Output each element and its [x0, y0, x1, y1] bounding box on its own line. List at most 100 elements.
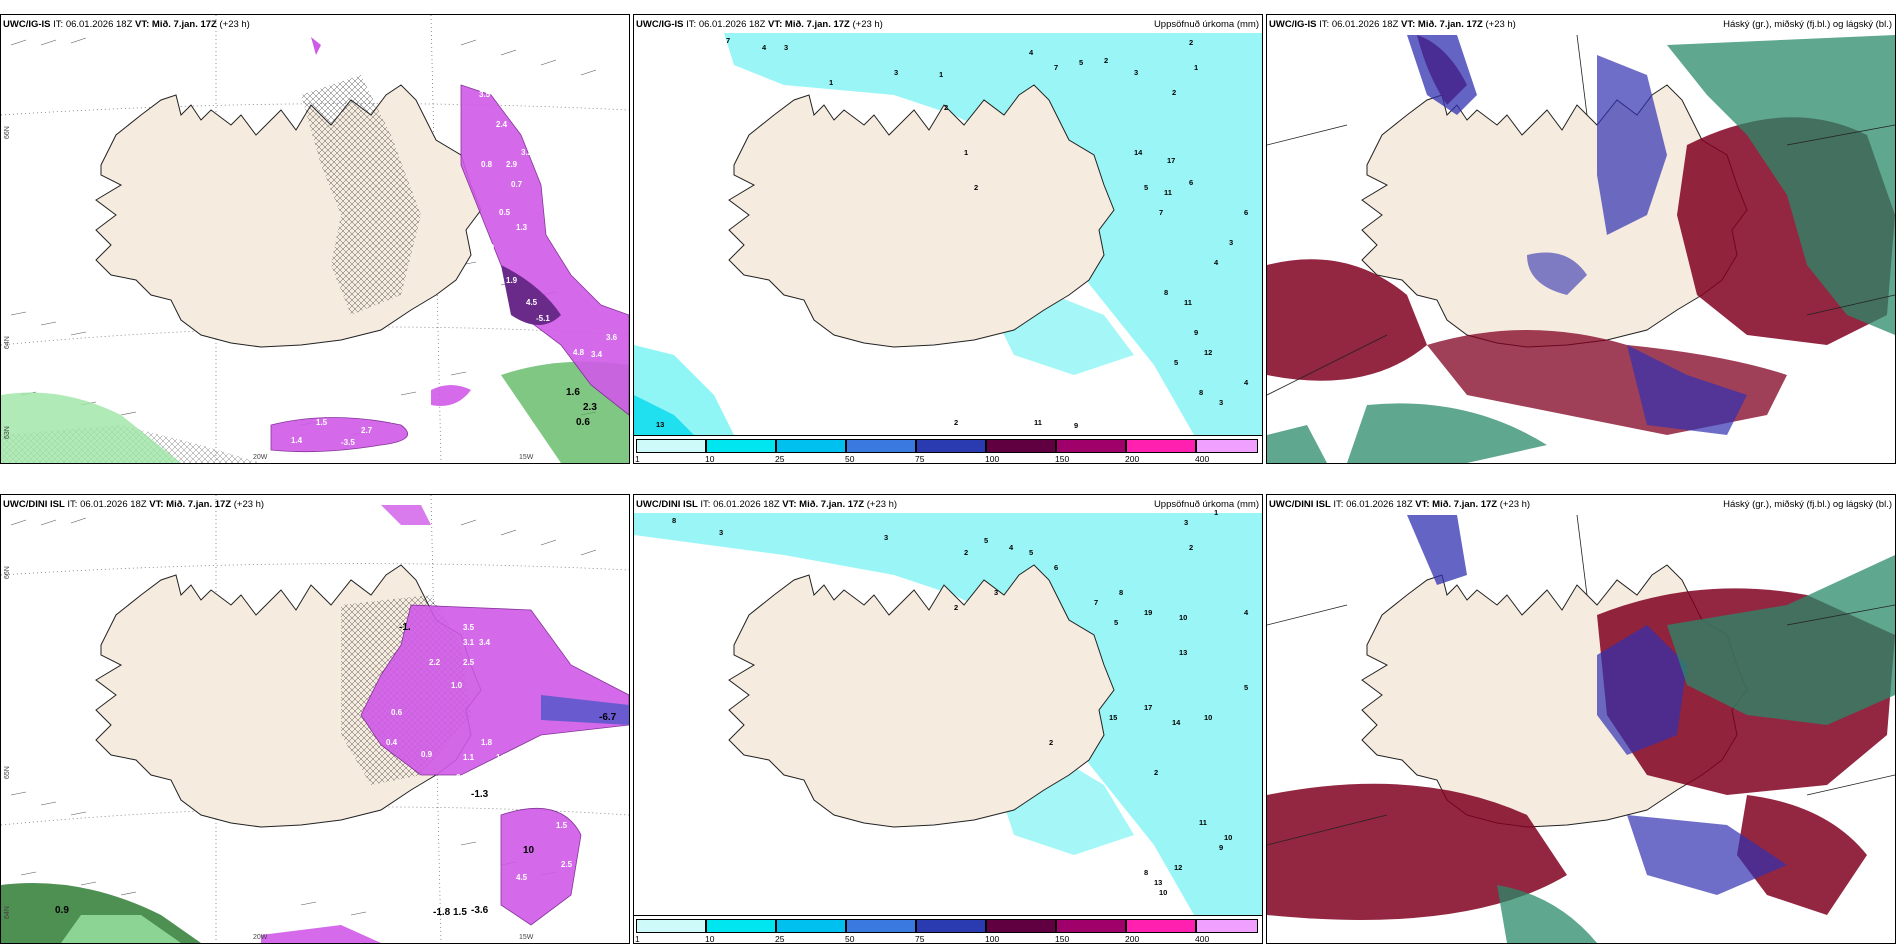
colorbar-bin-50 — [846, 919, 916, 933]
value-label: 3 — [1184, 518, 1188, 527]
value-label: 1.6 — [551, 748, 563, 757]
colorbar-bin-50 — [846, 439, 916, 453]
map-panel-ig-precip: UWC/IG-IS IT: 06.01.2026 18Z VT: Mið. 7.… — [633, 14, 1263, 464]
map-canvas — [1267, 34, 1895, 463]
value-label: 1.5 — [453, 907, 467, 918]
value-label: 4 — [1009, 543, 1014, 552]
value-label: 3.2 — [591, 733, 603, 742]
it-value: 06.01.2026 18Z — [698, 19, 766, 30]
value-label: 3.1 — [463, 638, 475, 647]
value-label: 1.0 — [451, 681, 463, 690]
vt-label: VT: — [1415, 499, 1430, 510]
lon-label: 15W — [519, 934, 534, 941]
value-label: 4 — [1244, 608, 1249, 617]
value-label: 15 — [1109, 713, 1117, 722]
value-label: 2.5 — [561, 860, 573, 869]
colorbar-label: 10 — [705, 454, 715, 464]
lead-time: (+23 h) — [1485, 19, 1516, 30]
vt-value: Mið. 7.jan. 17Z — [166, 499, 232, 510]
legend-title: Háský (gr.), miðský (fj.bl.) og lágský (… — [1723, 499, 1892, 510]
graticule-labels: 66N 64N 63N 20W 15W — [4, 126, 534, 461]
value-label: 9 — [1194, 328, 1198, 337]
vt-value: Mið. 7.jan. 17Z — [151, 19, 217, 30]
value-label: 2.4 — [496, 120, 508, 129]
value-label: 5 — [1244, 683, 1248, 692]
model-name: UWC/DINI ISL — [636, 499, 698, 510]
value-label: 14 — [1134, 148, 1143, 157]
map-panel-dini-mid: UWC/DINI ISL IT: 06.01.2026 18Z VT: Mið.… — [0, 494, 630, 944]
colorbar-bin-75 — [916, 919, 986, 933]
colorbar-bin-1 — [636, 919, 706, 933]
value-label: 3.4 — [479, 638, 491, 647]
value-label: 2 — [964, 548, 968, 557]
colorbar-label: 100 — [985, 934, 1000, 944]
model-name: UWC/DINI ISL — [1269, 499, 1331, 510]
value-label: 10 — [1204, 713, 1212, 722]
value-label: 5 — [1144, 183, 1148, 192]
value-label: 2 — [954, 603, 958, 612]
value-label: 13 — [1179, 648, 1187, 657]
value-label: 4 — [1214, 258, 1219, 267]
value-label: 1.5 — [556, 821, 568, 830]
vt-label: VT: — [135, 19, 150, 30]
value-label: 2.9 — [506, 160, 518, 169]
value-label: 12 — [1174, 863, 1182, 872]
value-label: 0.9 — [421, 750, 433, 759]
value-label: 5 — [1029, 548, 1033, 557]
value-label: 3 — [884, 533, 888, 542]
colorbar-label: 25 — [775, 934, 785, 944]
colorbar-bin-10 — [706, 439, 776, 453]
value-label: 1 — [829, 78, 833, 87]
vt-value: Mið. 7.jan. 17Z — [1432, 499, 1498, 510]
value-label: 14 — [1172, 718, 1181, 727]
value-label: 1 — [1214, 508, 1218, 517]
value-label: 0.8 — [481, 160, 493, 169]
value-label: 10 — [1179, 613, 1187, 622]
vt-label: VT: — [149, 499, 164, 510]
value-label: 1.1 — [463, 753, 475, 762]
value-label: -3.6 — [471, 905, 489, 916]
it-value: 06.01.2026 18Z — [1346, 499, 1413, 510]
value-label: 2 — [974, 183, 978, 192]
value-label: 2.6 — [391, 416, 403, 425]
colorbar-label: 75 — [915, 454, 925, 464]
value-label: 13 — [1154, 878, 1162, 887]
value-label: 1 — [1194, 63, 1198, 72]
value-label: 1.3 — [516, 223, 528, 232]
value-label: -3.5 — [341, 438, 355, 447]
colorbar-label: 10 — [705, 934, 715, 944]
map-panel-dini-precip: UWC/DINI ISL IT: 06.01.2026 18Z VT: Mið.… — [633, 494, 1263, 944]
lead-time: (+23 h) — [866, 499, 898, 510]
value-label: 0.9 — [55, 905, 69, 916]
value-label: 1.5 — [316, 418, 328, 427]
vt-value: Mið. 7.jan. 17Z — [784, 19, 850, 30]
map-panel-dini-clouds: UWC/DINI ISL IT: 06.01.2026 18Z VT: Mið.… — [1266, 494, 1896, 944]
value-label: -1.3 — [471, 789, 489, 800]
colorbar-label: 50 — [845, 454, 855, 464]
value-label: 11 — [1034, 418, 1042, 427]
value-label: 2.8 — [456, 773, 468, 782]
lat-label: 64N — [4, 336, 11, 349]
value-label: 7 — [1054, 63, 1058, 72]
colorbar-bin-400 — [1196, 919, 1258, 933]
value-label: 6 — [1189, 178, 1193, 187]
lat-label: 64N — [4, 906, 11, 919]
value-label: 7 — [1094, 598, 1098, 607]
legend-title: Háský (gr.), miðský (fj.bl.) og lágský (… — [1723, 19, 1892, 30]
panel-header: UWC/DINI ISL IT: 06.01.2026 18Z VT: Mið.… — [1269, 499, 1530, 510]
value-label: 13 — [656, 420, 664, 429]
lat-label: 65N — [4, 766, 11, 779]
value-label: 5 — [1079, 58, 1083, 67]
value-label: 2 — [1104, 56, 1108, 65]
value-label: 11 — [1184, 298, 1192, 307]
colorbar-label: 150 — [1055, 934, 1070, 944]
value-label: 1 — [964, 148, 968, 157]
precip-colorbar: 1 10 25 50 75 100 150 200 400 — [634, 915, 1262, 943]
precip-labels: 7 4 3 1 3 1 2 4 7 5 2 3 2 1 2 14 17 6 5 … — [656, 36, 1249, 430]
it-label: IT: — [1333, 499, 1344, 510]
value-label: 3 — [1229, 238, 1233, 247]
colorbar-label: 1 — [635, 454, 640, 464]
value-label: 4 — [1029, 48, 1034, 57]
lead-time: (+23 h) — [219, 19, 250, 30]
vt-label: VT: — [768, 19, 783, 30]
